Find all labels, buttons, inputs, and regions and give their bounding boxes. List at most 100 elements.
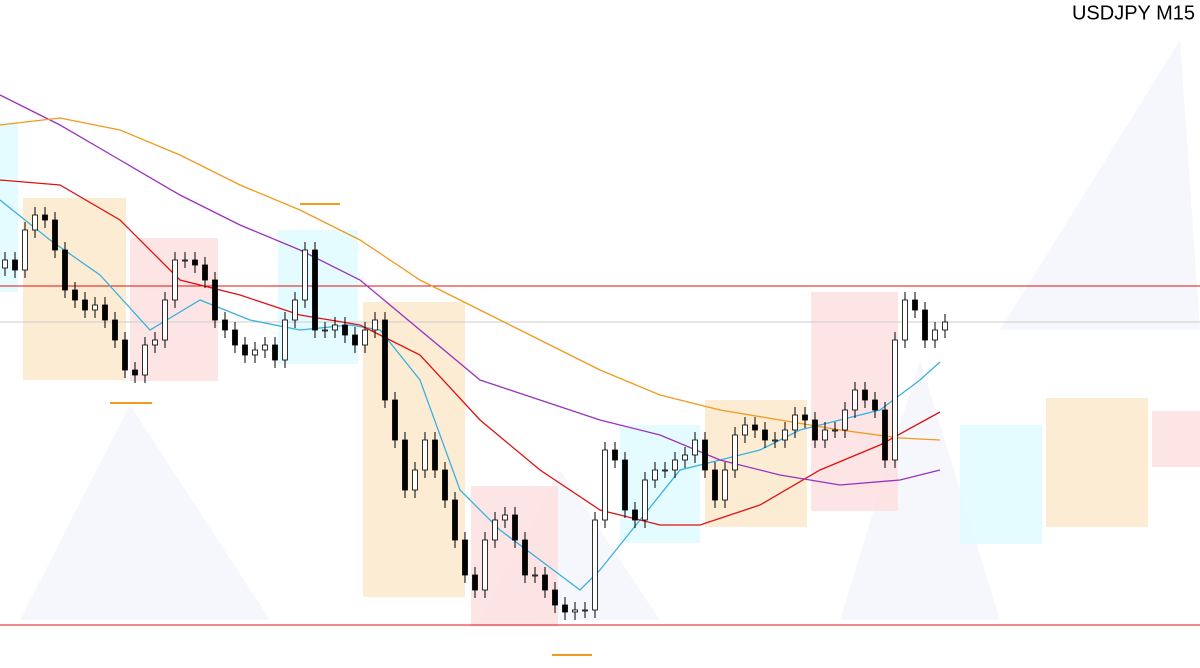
candle-body — [712, 469, 718, 501]
candle-body — [102, 304, 108, 321]
candle-body — [672, 459, 678, 471]
candle-body — [422, 439, 428, 471]
candle-body — [132, 369, 138, 376]
candle-body — [442, 469, 448, 501]
candle-body — [472, 574, 478, 591]
session-box — [620, 425, 700, 543]
candle-body — [772, 439, 778, 442]
candle-body — [412, 469, 418, 491]
candle-body — [632, 509, 638, 521]
candle-body — [352, 334, 358, 346]
chart-title: USDJPY M15 — [1072, 2, 1195, 24]
candle-body — [152, 339, 158, 346]
candle-body — [452, 499, 458, 541]
candle-body — [112, 319, 118, 341]
candle-body — [92, 304, 98, 311]
bg-triangle — [840, 360, 1000, 620]
candle-body — [562, 604, 568, 613]
moving-average — [0, 199, 941, 591]
candle-body — [892, 339, 898, 461]
candle-body — [862, 389, 868, 401]
candle-body — [432, 439, 438, 471]
candle-body — [782, 429, 788, 441]
candle-body — [812, 419, 818, 441]
candle-body — [192, 259, 198, 266]
candle-body — [662, 469, 668, 472]
candle-body — [732, 434, 738, 471]
session-box — [1046, 398, 1148, 527]
candle-body — [372, 319, 378, 331]
candle-body — [222, 319, 228, 331]
candle-body — [362, 329, 368, 346]
candle-body — [492, 519, 498, 541]
candle-body — [292, 299, 298, 321]
candle-body — [402, 439, 408, 491]
candle-body — [532, 574, 538, 577]
candle-body — [42, 214, 48, 221]
candle-body — [912, 299, 918, 311]
candle-body — [302, 249, 308, 301]
moving-average — [0, 179, 941, 526]
candle-body — [72, 289, 78, 301]
candle-body — [742, 424, 748, 436]
candle-body — [702, 439, 708, 471]
candle-body — [122, 339, 128, 371]
candle-body — [932, 329, 938, 341]
candle-body — [12, 259, 18, 271]
bg-triangle — [1000, 40, 1200, 330]
candle-body — [682, 454, 688, 461]
candle-body — [872, 399, 878, 411]
candle-body — [212, 279, 218, 321]
candle-body — [242, 344, 248, 356]
candle-body — [392, 399, 398, 441]
candle-body — [542, 574, 548, 591]
candle-body — [252, 349, 258, 356]
candle-body — [172, 259, 178, 301]
candle-body — [642, 479, 648, 521]
candle-body — [272, 344, 278, 361]
session-box — [705, 400, 807, 527]
session-box — [363, 302, 465, 597]
bg-triangle — [20, 405, 270, 620]
candle-body — [622, 459, 628, 511]
candle-body — [32, 214, 38, 231]
moving-average — [0, 117, 941, 441]
candle-body — [612, 449, 618, 461]
moving-average — [0, 94, 941, 486]
candle-body — [762, 429, 768, 441]
candle-body — [882, 409, 888, 461]
candle-body — [852, 389, 858, 411]
candle-body — [722, 469, 728, 501]
candle-body — [902, 299, 908, 341]
candle-body — [652, 469, 658, 481]
candle-body — [232, 329, 238, 346]
background-shapes — [20, 40, 1200, 620]
candle-body — [692, 439, 698, 456]
candle-body — [382, 319, 388, 401]
candle-body — [522, 539, 528, 576]
candle-body — [52, 219, 58, 251]
candle-body — [162, 299, 168, 341]
candle-body — [322, 329, 328, 332]
candle-body — [62, 249, 68, 291]
candle-body — [82, 299, 88, 311]
candle-body — [482, 539, 488, 591]
candle-body — [802, 414, 808, 421]
candle-body — [792, 414, 798, 431]
candle-body — [502, 514, 508, 521]
candle-body — [752, 424, 758, 431]
candle-body — [332, 324, 338, 331]
candle-body — [922, 309, 928, 341]
candle-body — [582, 609, 588, 612]
candle-body — [822, 429, 828, 441]
candle-body — [842, 409, 848, 431]
session-box — [960, 425, 1042, 544]
candle-body — [202, 264, 208, 281]
candle-body — [592, 519, 598, 611]
candle-body — [282, 319, 288, 361]
candle-body — [22, 229, 28, 271]
candle-body — [602, 449, 608, 521]
candle-body — [342, 324, 348, 336]
candle-body — [142, 344, 148, 376]
